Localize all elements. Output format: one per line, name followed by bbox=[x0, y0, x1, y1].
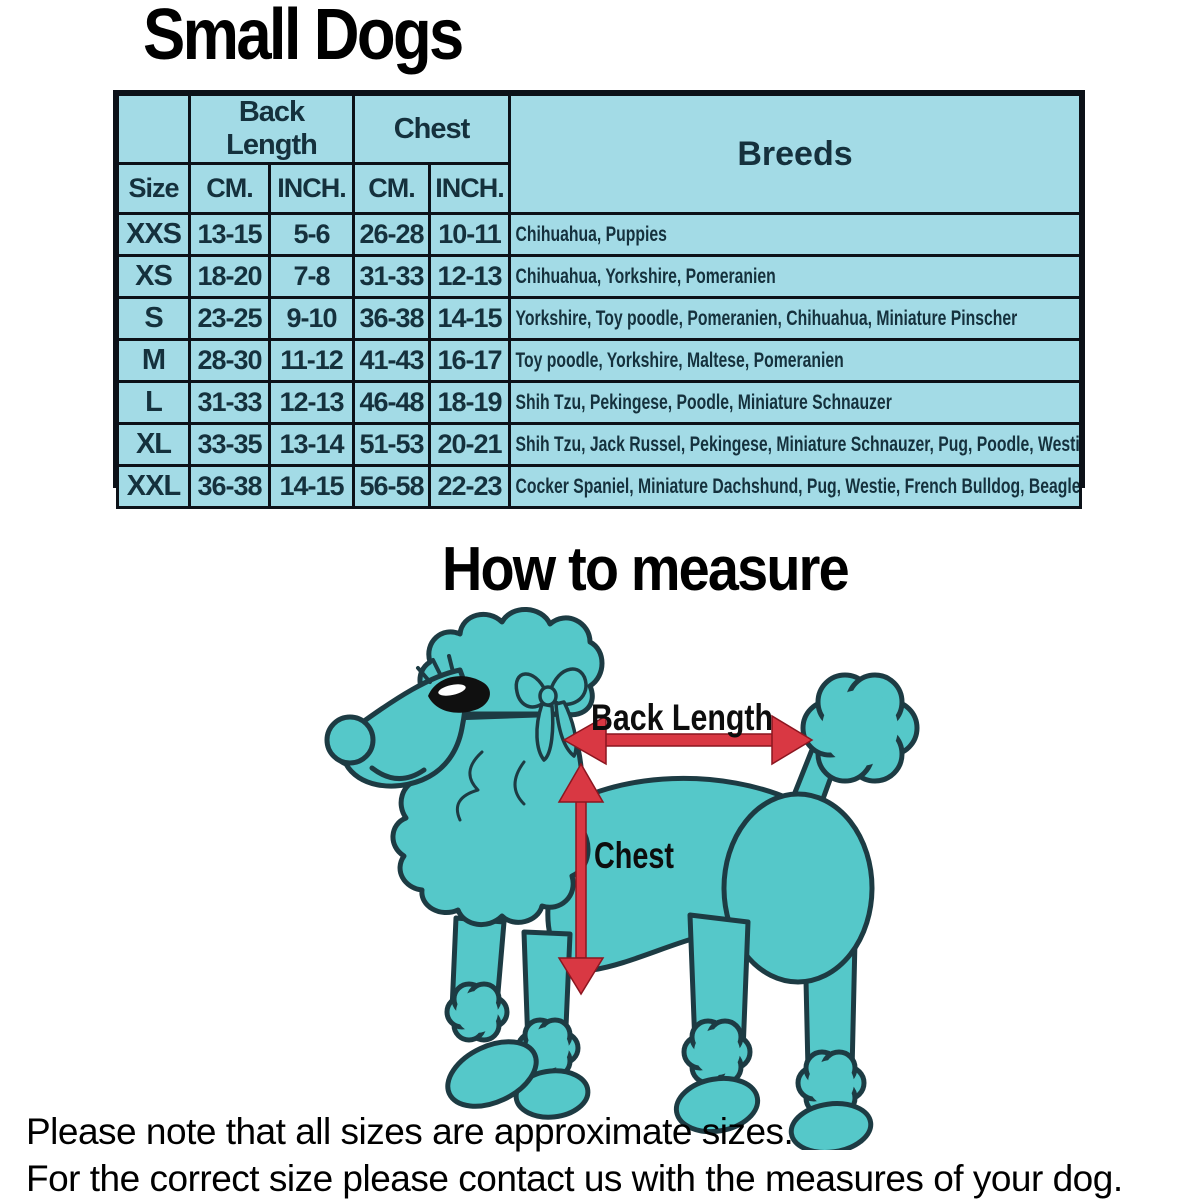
breeds-cell: Shih Tzu, Jack Russel, Pekingese, Miniat… bbox=[508, 422, 1082, 467]
chest-inch-cell: 22-23 bbox=[427, 464, 512, 509]
chest-inch-cell: 14-15 bbox=[427, 296, 512, 341]
chest-label: Chest bbox=[594, 835, 674, 876]
chest-cm-cell: 31-33 bbox=[352, 254, 431, 299]
mouth bbox=[369, 765, 427, 781]
mane-curl-lines bbox=[455, 750, 526, 822]
back-cm-cell: 13-15 bbox=[188, 212, 271, 257]
back-inch-cell: 11-12 bbox=[268, 338, 355, 383]
footer-notes: Please note that all sizes are approxima… bbox=[26, 1108, 1123, 1200]
rear-back-foot bbox=[788, 1101, 874, 1150]
back-cm-cell: 23-25 bbox=[188, 296, 271, 341]
size-table-body: XXS 13-15 5-6 26-28 10-11 Chihuahua, Pup… bbox=[116, 212, 1082, 509]
size-cell: XXL bbox=[116, 464, 191, 509]
table-row: M 28-30 11-12 41-43 16-17 Toy poodle, Yo… bbox=[116, 338, 1082, 383]
chest-inch-subheader: INCH. bbox=[427, 162, 512, 215]
chest-inch-cell: 16-17 bbox=[427, 338, 512, 383]
size-cell: XXS bbox=[116, 212, 191, 257]
back-cm-cell: 36-38 bbox=[188, 464, 271, 509]
back-cm-cell: 31-33 bbox=[188, 380, 271, 425]
chest-inch-cell: 18-19 bbox=[427, 380, 512, 425]
back-inch-cell: 5-6 bbox=[268, 212, 355, 257]
back-cm-cell: 33-35 bbox=[188, 422, 271, 467]
back-length-header: Back Length bbox=[188, 93, 355, 165]
group-header-row: Back Length Chest Breeds bbox=[116, 93, 1082, 215]
blank-header-cell bbox=[116, 93, 191, 165]
rear-front-foot bbox=[673, 1075, 761, 1135]
table-row: S 23-25 9-10 36-38 14-15 Yorkshire, Toy … bbox=[116, 296, 1082, 341]
hindquarter bbox=[721, 791, 875, 985]
breeds-cell: Yorkshire, Toy poodle, Pomeranien, Chihu… bbox=[508, 296, 1082, 341]
chest-cm-cell: 56-58 bbox=[352, 464, 431, 509]
back-inch-cell: 7-8 bbox=[268, 254, 355, 299]
table-row: L 31-33 12-13 46-48 18-19 Shih Tzu, Peki… bbox=[116, 380, 1082, 425]
front-front-cuff bbox=[444, 981, 510, 1043]
chest-cm-cell: 26-28 bbox=[352, 212, 431, 257]
back-inch-cell: 9-10 bbox=[268, 296, 355, 341]
chest-inch-cell: 10-11 bbox=[427, 212, 512, 257]
eye bbox=[428, 676, 490, 713]
back-inch-cell: 14-15 bbox=[268, 464, 355, 509]
size-cell: S bbox=[116, 296, 191, 341]
chest-header: Chest bbox=[351, 93, 512, 165]
size-subheader: Size bbox=[116, 162, 191, 215]
chest-inch-cell: 12-13 bbox=[427, 254, 512, 299]
note-line-1: Please note that all sizes are approxima… bbox=[26, 1111, 794, 1152]
back-cm-subheader: CM. bbox=[188, 162, 271, 215]
table-row: XXL 36-38 14-15 56-58 22-23 Cocker Spani… bbox=[116, 464, 1082, 509]
size-table: Back Length Chest Breeds Size CM. INCH. … bbox=[113, 90, 1085, 509]
tail-pom bbox=[800, 672, 920, 784]
bow bbox=[514, 667, 588, 762]
back-cm-cell: 18-20 bbox=[188, 254, 271, 299]
breeds-cell: Cocker Spaniel, Miniature Dachshund, Pug… bbox=[508, 464, 1082, 509]
breeds-cell: Toy poodle, Yorkshire, Maltese, Pomerani… bbox=[508, 338, 1082, 383]
sub-header-row: Size CM. INCH. CM. INCH. bbox=[116, 162, 1081, 215]
chest-cm-cell: 51-53 bbox=[352, 422, 431, 467]
chest-inch-cell: 20-21 bbox=[427, 422, 512, 467]
table-row: XXS 13-15 5-6 26-28 10-11 Chihuahua, Pup… bbox=[116, 212, 1082, 257]
size-cell: XS bbox=[116, 254, 191, 299]
breeds-cell: Chihuahua, Yorkshire, Pomeranien bbox=[508, 254, 1082, 299]
back-length-arrow bbox=[562, 714, 814, 766]
breeds-header: Breeds bbox=[508, 93, 1082, 215]
eye-highlight bbox=[438, 684, 466, 696]
back-length-label: Back Length bbox=[591, 697, 773, 738]
measure-diagram: Back Length Chest bbox=[300, 600, 1110, 1150]
front-back-foot bbox=[513, 1068, 591, 1120]
table-row: XL 33-35 13-14 51-53 20-21 Shih Tzu, Jac… bbox=[116, 422, 1082, 467]
chest-cm-cell: 46-48 bbox=[352, 380, 431, 425]
chest-arrow bbox=[557, 762, 605, 996]
chest-cm-subheader: CM. bbox=[352, 162, 431, 215]
back-inch-cell: 13-14 bbox=[268, 422, 355, 467]
back-inch-cell: 12-13 bbox=[268, 380, 355, 425]
back-cm-cell: 28-30 bbox=[188, 338, 271, 383]
breeds-cell: Chihuahua, Puppies bbox=[508, 212, 1082, 257]
size-cell: XL bbox=[116, 422, 191, 467]
how-to-measure-heading: How to measure bbox=[442, 535, 850, 604]
rear-front-cuff bbox=[681, 1018, 753, 1086]
note-line-2: For the correct size please contact us w… bbox=[26, 1158, 1123, 1199]
chest-cm-cell: 41-43 bbox=[352, 338, 431, 383]
size-cell: L bbox=[116, 380, 191, 425]
breeds-cell: Shih Tzu, Pekingese, Poodle, Miniature S… bbox=[508, 380, 1082, 425]
eyelashes bbox=[416, 654, 455, 684]
back-inch-subheader: INCH. bbox=[268, 162, 355, 215]
page-title: Small Dogs bbox=[143, 0, 464, 75]
front-front-foot bbox=[445, 1039, 539, 1109]
table-row: XS 18-20 7-8 31-33 12-13 Chihuahua, York… bbox=[116, 254, 1082, 299]
poodle-illustration: Back Length Chest bbox=[324, 607, 920, 1150]
size-cell: M bbox=[116, 338, 191, 383]
chest-cm-cell: 36-38 bbox=[352, 296, 431, 341]
nose bbox=[324, 714, 376, 766]
